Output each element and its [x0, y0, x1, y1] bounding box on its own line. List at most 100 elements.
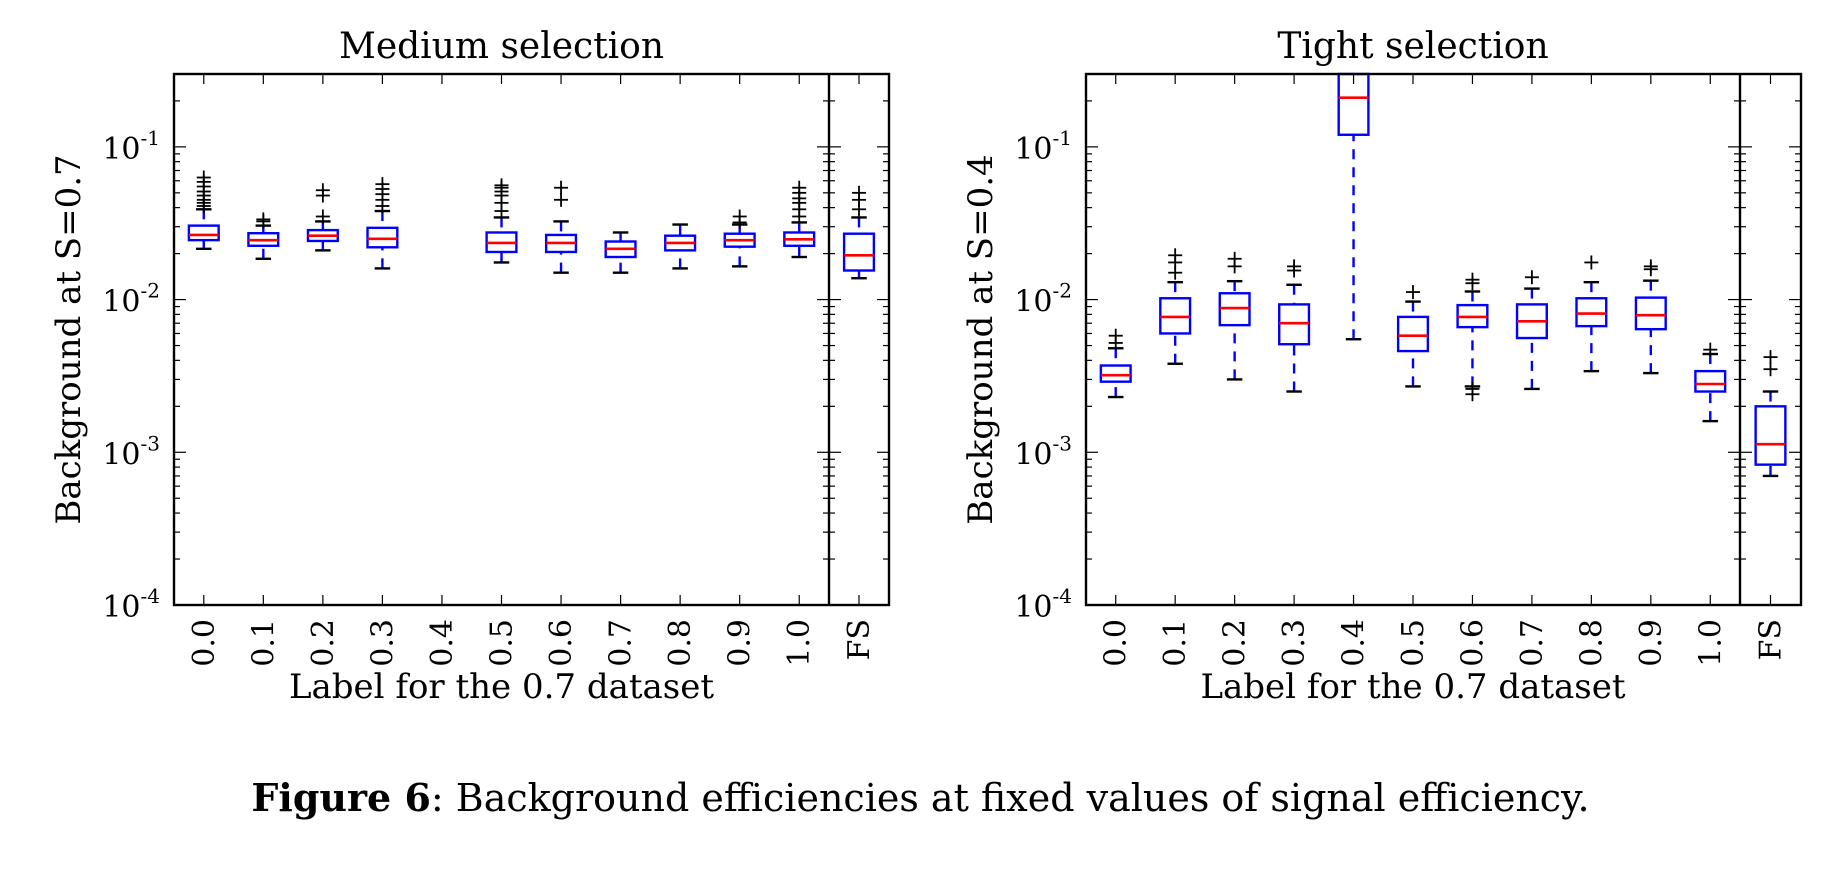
x-tick-label: 0.6	[1455, 619, 1490, 667]
flier-point	[375, 177, 390, 192]
caption-label: Figure 6	[251, 775, 431, 820]
chart-title: Tight selection	[1277, 26, 1548, 67]
x-tick-label: 0.5	[485, 619, 520, 667]
x-tick-label: 0.2	[1218, 619, 1253, 667]
box-0.1	[247, 212, 280, 260]
box-FS	[1754, 350, 1787, 478]
boxes	[1099, 72, 1787, 478]
box-rect	[842, 232, 876, 272]
box-rect	[1754, 405, 1787, 466]
figure-caption: Figure 6: Background efficiencies at fix…	[0, 775, 1841, 820]
x-tick-label: 0.8	[663, 619, 698, 667]
box-rect	[1694, 369, 1727, 393]
flier-point	[1763, 350, 1778, 365]
box-0.3	[1278, 259, 1311, 393]
x-tick-label: 0.0	[1099, 619, 1134, 667]
flier-point	[1287, 259, 1302, 274]
box-0.6	[1456, 272, 1489, 402]
x-tick-label: 0.1	[1158, 619, 1193, 667]
box-FS	[842, 185, 876, 280]
flier-point	[1465, 272, 1480, 287]
y-ticks	[174, 100, 889, 606]
flier-point	[196, 170, 211, 185]
flier-point	[1643, 259, 1658, 274]
box-rect	[1099, 364, 1132, 383]
box-0.7	[604, 231, 637, 274]
flier-point	[494, 178, 509, 193]
y-tick-label: 10-2	[1014, 279, 1072, 320]
box-0.2	[306, 183, 339, 252]
box-0.7	[1515, 270, 1548, 391]
box-0.8	[1575, 255, 1608, 373]
x-axis-label: Label for the 0.7 dataset	[1200, 667, 1625, 707]
x-tick-label: 1.0	[1693, 619, 1728, 667]
plot-frame	[1084, 72, 1803, 607]
flier-point	[1763, 362, 1778, 377]
flier-point	[852, 185, 866, 200]
y-tick-label: 10-1	[1014, 126, 1072, 167]
box-0.5	[485, 178, 518, 264]
box-rect	[1396, 315, 1430, 353]
flier-point	[1406, 285, 1420, 300]
x-tick-label: 0.0	[187, 619, 222, 667]
x-ticks	[203, 74, 860, 605]
x-tick-label: 0.3	[1277, 619, 1312, 667]
y-tick-label: 10-1	[102, 126, 160, 167]
x-tick-label: 0.1	[246, 619, 281, 667]
x-tick-labels: 0.0 0.1 0.2 0.3 0.4 0.5 0.6 0.7 0.8 0.9 1.0 FS	[1099, 619, 1789, 667]
y-ticks	[1086, 100, 1801, 606]
x-tick-label: 0.7	[1515, 619, 1550, 667]
x-tick-label: 0.9	[723, 619, 758, 667]
chart-panel-1: 10-4 10-3 10-2 10-1 0.0 0.1 0.2 0.3 0.4 0.5 0.6 0.7…	[49, 26, 891, 707]
x-tick-label-fs: FS	[1754, 619, 1789, 660]
x-tick-label: 0.6	[544, 619, 579, 667]
y-tick-label: 10-4	[102, 584, 160, 625]
y-tick-labels: 10-4 10-3 10-2 10-1	[1014, 126, 1072, 625]
box-1.0	[1694, 342, 1727, 423]
box-0.2	[1218, 251, 1251, 381]
flier-point	[1524, 270, 1539, 285]
chart-title: Medium selection	[339, 26, 664, 67]
box-0.9	[1634, 259, 1667, 375]
flier-point	[315, 209, 330, 224]
flier-point	[554, 180, 569, 195]
box-0.0	[1099, 328, 1132, 399]
flier-point	[1703, 342, 1718, 357]
plot-frame	[172, 72, 891, 607]
x-tick-label: 1.0	[782, 619, 817, 667]
flier-point	[1465, 381, 1480, 396]
box-0.1	[1159, 248, 1192, 365]
flier-point	[792, 180, 807, 195]
box-0.0	[187, 170, 220, 251]
flier-point	[1108, 328, 1123, 343]
x-tick-label-fs: FS	[842, 619, 877, 660]
x-tick-label: 0.4	[1337, 619, 1372, 667]
box-0.4	[1337, 72, 1370, 341]
flier-point	[732, 209, 747, 224]
y-tick-label: 10-3	[102, 431, 160, 472]
x-tick-label: 0.7	[604, 619, 639, 667]
box-rect	[1634, 296, 1667, 331]
box-0.8	[664, 223, 697, 270]
flier-point	[1584, 255, 1599, 270]
box-rect	[1575, 297, 1608, 328]
x-tick-label: 0.8	[1574, 619, 1609, 667]
y-axis-label: Background at S=0.4	[961, 154, 1001, 524]
chart-panel-2: 10-4 10-3 10-2 10-1 0.0 0.1 0.2 0.3 0.4 0.5 0.6 0.7…	[961, 26, 1803, 707]
y-tick-label: 10-4	[1014, 584, 1072, 625]
flier-point	[256, 212, 271, 227]
x-tick-label: 0.2	[306, 619, 341, 667]
boxes	[187, 170, 876, 280]
flier-point	[315, 183, 330, 198]
box-1.0	[783, 180, 816, 259]
flier-point	[554, 192, 569, 207]
box-0.9	[723, 209, 756, 268]
x-tick-label: 0.9	[1634, 619, 1669, 667]
box-0.6	[544, 180, 578, 274]
x-tick-label: 0.5	[1396, 619, 1431, 667]
x-tick-labels: 0.0 0.1 0.2 0.3 0.4 0.5 0.6 0.7 0.8 0.9 1.0 FS	[187, 619, 877, 667]
caption-text: : Background efficiencies at fixed value…	[430, 776, 1590, 820]
y-tick-label: 10-2	[102, 279, 160, 320]
y-axis-label: Background at S=0.7	[49, 154, 89, 524]
